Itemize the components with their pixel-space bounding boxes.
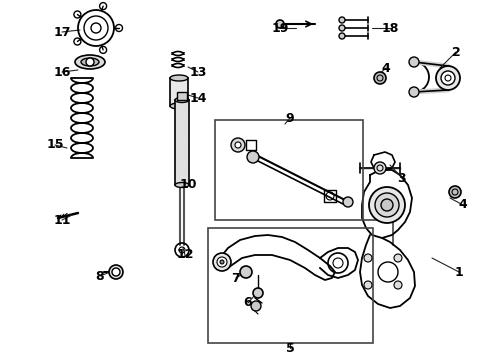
Circle shape [240, 266, 251, 278]
Circle shape [112, 268, 120, 276]
Text: 16: 16 [53, 66, 71, 78]
Circle shape [220, 260, 224, 264]
Circle shape [338, 17, 345, 23]
Circle shape [109, 265, 123, 279]
Text: 15: 15 [46, 139, 63, 152]
Text: 8: 8 [96, 270, 104, 283]
Text: 3: 3 [397, 171, 406, 184]
Circle shape [373, 72, 385, 84]
Ellipse shape [81, 58, 99, 66]
Bar [215, 120, 362, 220]
Circle shape [230, 138, 244, 152]
Circle shape [275, 20, 284, 28]
Ellipse shape [175, 98, 189, 103]
Circle shape [217, 257, 226, 267]
Ellipse shape [170, 103, 187, 109]
Ellipse shape [170, 75, 187, 81]
Ellipse shape [175, 183, 189, 188]
Circle shape [435, 66, 459, 90]
Circle shape [250, 301, 261, 311]
Text: 2: 2 [451, 45, 459, 58]
Circle shape [440, 71, 454, 85]
Circle shape [252, 288, 263, 298]
Text: 6: 6 [243, 297, 252, 310]
Circle shape [363, 281, 371, 289]
Circle shape [246, 151, 259, 163]
Text: 7: 7 [231, 271, 240, 284]
Circle shape [393, 281, 401, 289]
Circle shape [380, 199, 392, 211]
Circle shape [393, 254, 401, 262]
Text: 13: 13 [189, 66, 206, 78]
Ellipse shape [75, 55, 105, 69]
Text: 11: 11 [53, 213, 71, 226]
Text: 9: 9 [285, 112, 294, 125]
Bar [177, 92, 186, 100]
Circle shape [213, 253, 230, 271]
Text: 4: 4 [458, 198, 467, 211]
Text: 4: 4 [381, 62, 389, 75]
Text: 17: 17 [53, 26, 71, 39]
Bar [175, 100, 189, 185]
Text: 14: 14 [189, 91, 206, 104]
Text: 5: 5 [285, 342, 294, 355]
Circle shape [338, 33, 345, 39]
Circle shape [86, 58, 94, 66]
Circle shape [338, 25, 345, 31]
Circle shape [373, 162, 385, 174]
Circle shape [448, 186, 460, 198]
Circle shape [374, 193, 398, 217]
Text: 10: 10 [179, 179, 196, 192]
Text: 12: 12 [176, 248, 193, 261]
Circle shape [408, 87, 418, 97]
Circle shape [363, 254, 371, 262]
Text: 19: 19 [271, 22, 288, 35]
Text: 18: 18 [381, 22, 398, 35]
Circle shape [368, 187, 404, 223]
Bar [207, 228, 372, 343]
Circle shape [235, 142, 241, 148]
Bar [170, 78, 187, 106]
Circle shape [408, 57, 418, 67]
Text: 1: 1 [454, 266, 463, 279]
Circle shape [342, 197, 352, 207]
